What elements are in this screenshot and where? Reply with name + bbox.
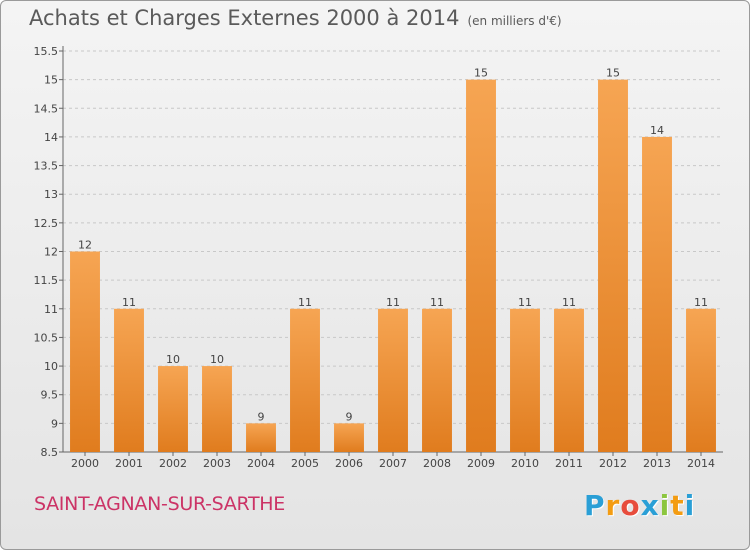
data-label-2013: 14 [650, 124, 664, 137]
logo-letter: t [670, 489, 685, 522]
bar-2003 [202, 366, 232, 452]
data-label-2001: 11 [122, 296, 136, 309]
data-label-2014: 11 [694, 296, 708, 309]
chart-title-text: Achats et Charges Externes 2000 à 2014 [29, 6, 460, 30]
x-tick-label-2010: 2010 [511, 457, 539, 470]
bar-2007 [378, 308, 408, 452]
logo-letter: P [584, 489, 606, 522]
bar-2000 [70, 251, 100, 452]
data-label-2005: 11 [298, 296, 312, 309]
data-label-2002: 10 [166, 353, 180, 366]
x-tick-label-2011: 2011 [555, 457, 583, 470]
data-label-2000: 12 [78, 239, 92, 252]
y-tick-label: 12 [44, 246, 58, 259]
y-tick-label: 12.5 [34, 217, 59, 230]
data-label-2004: 9 [258, 410, 265, 423]
bar-2010 [510, 308, 540, 452]
bar-2011 [554, 308, 584, 452]
x-tick-label-2012: 2012 [599, 457, 627, 470]
y-tick-label: 14.5 [34, 102, 59, 115]
y-tick-label: 8.5 [41, 446, 59, 459]
data-label-2008: 11 [430, 296, 444, 309]
x-tick-label-2014: 2014 [687, 457, 715, 470]
bar-2002 [158, 366, 188, 452]
x-tick-label-2009: 2009 [467, 457, 495, 470]
y-tick-label: 13.5 [34, 160, 59, 173]
logo-letter: i [684, 489, 696, 522]
logo-letter: x [640, 489, 660, 522]
x-tick-label-2004: 2004 [247, 457, 275, 470]
data-label-2011: 11 [562, 296, 576, 309]
chart-title: Achats et Charges Externes 2000 à 2014 (e… [29, 6, 562, 30]
chart-subtitle: (en milliers d'€) [467, 14, 562, 28]
data-label-2003: 10 [210, 353, 224, 366]
y-tick-label: 15.5 [34, 45, 59, 58]
y-tick-label: 10.5 [34, 331, 59, 344]
y-tick-label: 13 [44, 188, 58, 201]
x-tick-label-2006: 2006 [335, 457, 363, 470]
x-tick-label-2003: 2003 [203, 457, 231, 470]
data-label-2007: 11 [386, 296, 400, 309]
proxiti-logo: Proxiti [584, 489, 695, 522]
x-tick-label-2002: 2002 [159, 457, 187, 470]
y-tick-label: 11.5 [34, 274, 59, 287]
y-tick-label: 10 [44, 360, 58, 373]
x-tick-label-2007: 2007 [379, 457, 407, 470]
commune-name: SAINT-AGNAN-SUR-SARTHE [34, 493, 285, 515]
bar-2001 [114, 308, 144, 452]
y-tick-label: 14 [44, 131, 58, 144]
x-tick-label-2005: 2005 [291, 457, 319, 470]
bar-2014 [686, 308, 716, 452]
bar-2012 [598, 79, 628, 453]
data-label-2006: 9 [346, 410, 353, 423]
logo-letter: i [659, 489, 671, 522]
logo-letter: o [620, 489, 641, 522]
data-label-2012: 15 [606, 67, 620, 80]
bar-2006 [334, 423, 364, 452]
data-label-2009: 15 [474, 67, 488, 80]
x-tick-label-2008: 2008 [423, 457, 451, 470]
x-tick-label-2001: 2001 [115, 457, 143, 470]
y-tick-label: 11 [44, 303, 58, 316]
bar-2005 [290, 308, 320, 452]
x-tick-label-2013: 2013 [643, 457, 671, 470]
data-label-2010: 11 [518, 296, 532, 309]
bar-2008 [422, 308, 452, 452]
logo-letter: r [605, 489, 621, 522]
bar-2004 [246, 423, 276, 452]
bar-2009 [466, 79, 496, 453]
x-tick-label-2000: 2000 [71, 457, 99, 470]
y-tick-label: 9.5 [41, 389, 59, 402]
bar-2013 [642, 136, 672, 452]
y-tick-label: 15 [44, 74, 58, 87]
y-tick-label: 9 [51, 417, 58, 430]
